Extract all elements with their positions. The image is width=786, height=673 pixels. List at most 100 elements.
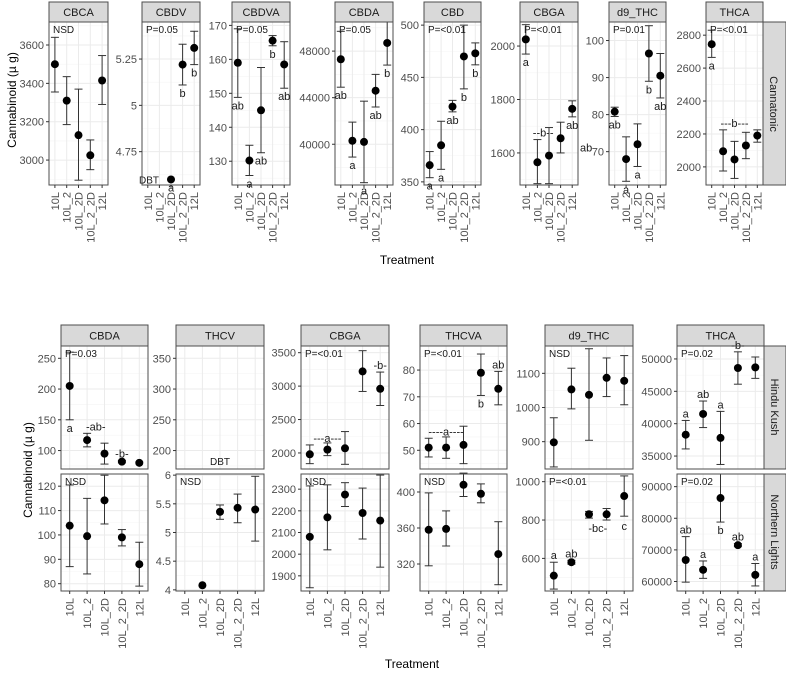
data-point [476,368,485,377]
y-tick-label: 60 [403,419,415,431]
x-tick-label: 10L_2 [698,598,710,629]
dbt-annotation: DBT [139,175,159,186]
significance-letter: b [646,84,652,96]
panel-strip [141,1,201,23]
y-tick-label: 2100 [272,528,296,540]
data-point [233,503,242,512]
data-point [83,532,92,541]
x-tick-label: 10L_2D [256,192,268,231]
y-tick-label: 320 [397,559,415,571]
x-tick-label: 10L [521,192,533,210]
y-tick-label: 300 [153,384,171,396]
data-point [716,433,725,442]
y-tick-label: 200 [153,446,171,458]
panel-title: THCV [205,331,236,343]
x-tick-label: 12L [97,192,109,210]
significance-letter: b [717,525,723,537]
y-tick-label: 2800 [677,30,701,42]
data-point [741,141,750,150]
x-tick-label: 10L [65,598,77,616]
x-tick-label: 10L [143,192,155,210]
panel-title: d9_THC [617,7,658,19]
x-tick-label: 10L_2_2D [178,192,190,243]
x-tick-label: 12L [567,192,579,210]
significance-letter: ab [335,90,347,102]
data-point [476,489,485,498]
data-point [323,445,332,454]
data-point [681,430,690,439]
panel-thcva-hindu-kush: THCVA 50 60 70 80 P=<0.01 ----a---- b ab [403,324,508,470]
stat-annotation: NSD [424,477,445,488]
x-tick-label: 10L_2_2D [459,192,471,243]
stat-annotation: NSD [305,477,326,488]
x-tick-label: 10L_2 [532,192,544,223]
significance-letter: a [67,423,74,435]
panel-title: CBGA [329,331,361,343]
y-tick-label: 200 [38,384,56,396]
x-tick-label: 10L_2D [74,192,86,231]
significance-letter: ab [369,110,381,122]
y-tick-label: 80 [592,110,604,122]
data-point [178,60,187,69]
y-tick-label: 3500 [272,348,296,360]
significance-letter: b [191,68,197,80]
stat-annotation: P=<0.01 [424,349,462,360]
data-point [622,155,631,164]
y-tick-label: 2000 [491,41,515,53]
significance-letter: ab [446,115,458,127]
stat-annotation: P=0.05 [146,25,178,36]
stat-annotation: NSD [53,25,74,36]
stat-annotation: NSD [65,477,86,488]
y-tick-label: 5.5 [156,499,171,511]
panel-cbd: CBD 350 400 450 500 10L 10L_2 10L_2D 10L_2_2D 12L… [401,1,482,243]
x-tick-label: 10L_2D [633,192,645,231]
data-point [442,524,451,533]
x-tick-label: 10L_2D [730,192,742,231]
data-point [459,480,468,489]
data-point [216,507,224,516]
panel-cbda-northern-lights: 80 90 100 110 120 10L 10L_2 10L_2D 10L_2_2D 12L NS… [38,473,149,649]
data-point [471,49,480,58]
significance-letter: ab [680,525,692,537]
data-point [545,151,553,160]
significance-letter: ab [255,156,267,168]
stat-annotation: P=0.01 [613,25,645,36]
x-tick-label: 10L_2_2D [602,598,614,649]
data-point [341,444,349,453]
y-tick-label: 6 [165,470,171,482]
y-tick-label: 250 [153,415,171,427]
data-point [74,131,83,140]
x-tick-label: 10L [610,192,622,210]
y-tick-label: 150 [38,415,56,427]
y-tick-label: 80 [403,365,415,377]
panel-strip [519,1,579,23]
y-tick-label: 80 [44,579,56,591]
x-tick-label: 10L_2 [441,598,453,629]
x-tick-label: 10L_2 [154,192,166,223]
y-tick-label: 45000 [641,386,672,398]
panel-cbga-northern-lights: 1900 2000 2100 2200 2300 10L 10L_2 10L_2D 10L_2_… [272,473,390,649]
y-tick-label: 360 [397,523,415,535]
significance-letter: b [478,398,484,410]
data-point [257,106,265,115]
data-point [358,509,367,517]
x-tick-label: 10L_2_2D [85,192,97,243]
y-tick-label: 3000 [272,381,296,393]
data-point [425,161,434,170]
data-point [681,556,690,565]
x-tick-label: 10L_2_2D [371,192,383,243]
y-tick-label: 1000 [516,403,540,415]
panel-strip [60,324,149,347]
panel-strip [423,1,482,23]
data-point [65,521,74,530]
stat-annotation: P=0.02 [681,349,713,360]
stat-annotation: P=<0.01 [305,349,343,360]
panel-strip [676,324,765,347]
x-tick-label: 10L [305,598,317,616]
y-tick-label: 150 [209,88,227,100]
panel-strip [300,324,390,347]
stat-annotation: P=0.05 [236,25,268,36]
significance-letter: a [623,184,630,196]
data-point [268,36,277,45]
data-point [549,571,558,580]
